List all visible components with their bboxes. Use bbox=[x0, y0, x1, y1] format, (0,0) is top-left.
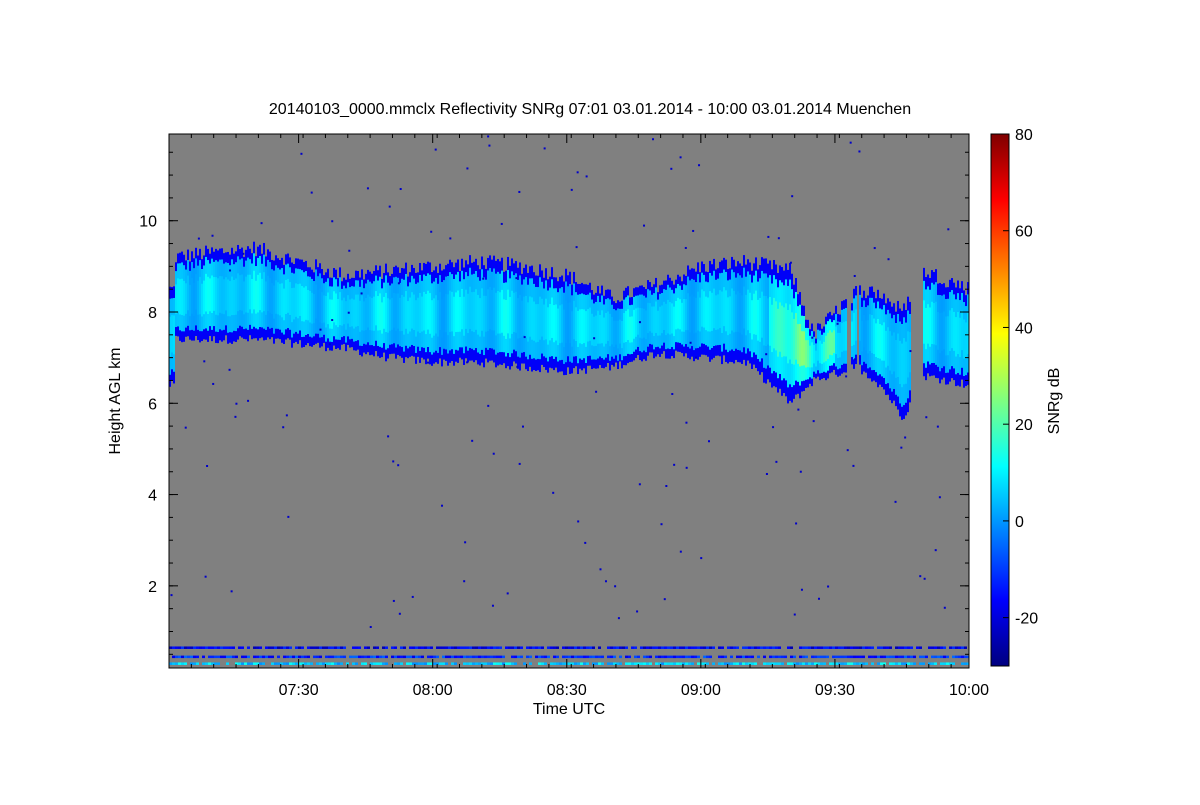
plot-content bbox=[169, 135, 969, 665]
y-tick-label: 8 bbox=[148, 305, 157, 322]
colorbar-tick-label: -20 bbox=[1015, 611, 1038, 628]
y-tick-label: 4 bbox=[148, 488, 157, 505]
x-tick-label: 09:30 bbox=[815, 682, 855, 699]
plot-area bbox=[169, 134, 969, 668]
colorbar bbox=[990, 133, 1010, 667]
x-tick-label: 09:00 bbox=[681, 682, 721, 699]
y-tick-label: 10 bbox=[139, 214, 157, 231]
chart-title: 20140103_0000.mmclx Reflectivity SNRg 07… bbox=[269, 101, 911, 118]
colorbar-tick-label: 0 bbox=[1015, 514, 1024, 531]
cloud-layer bbox=[169, 241, 969, 420]
x-tick-label: 08:00 bbox=[413, 682, 453, 699]
x-tick-label: 10:00 bbox=[949, 682, 989, 699]
colorbar-label: SNRg dB bbox=[1046, 368, 1063, 435]
y-axis: 2 4 6 8 10 bbox=[139, 151, 969, 655]
x-axis: 07:30 08:00 08:30 09:00 09:30 10:00 bbox=[168, 134, 989, 699]
noise-speckles bbox=[170, 135, 950, 628]
plot-frame bbox=[168, 133, 970, 669]
y-tick-label: 2 bbox=[148, 579, 157, 596]
colorbar-tick-label: 80 bbox=[1015, 127, 1033, 144]
y-axis-label: Height AGL km bbox=[107, 347, 124, 454]
surface-clutter bbox=[169, 646, 969, 665]
x-tick-label: 08:30 bbox=[547, 682, 587, 699]
colorbar-tick-label: 20 bbox=[1015, 417, 1033, 434]
colorbar-tick-label: 40 bbox=[1015, 320, 1033, 337]
colorbar-axis: -20 0 20 40 60 80 bbox=[1003, 127, 1038, 628]
y-tick-label: 6 bbox=[148, 396, 157, 413]
x-tick-label: 07:30 bbox=[279, 682, 319, 699]
x-axis-label: Time UTC bbox=[533, 701, 605, 718]
colorbar-tick-label: 60 bbox=[1015, 224, 1033, 241]
